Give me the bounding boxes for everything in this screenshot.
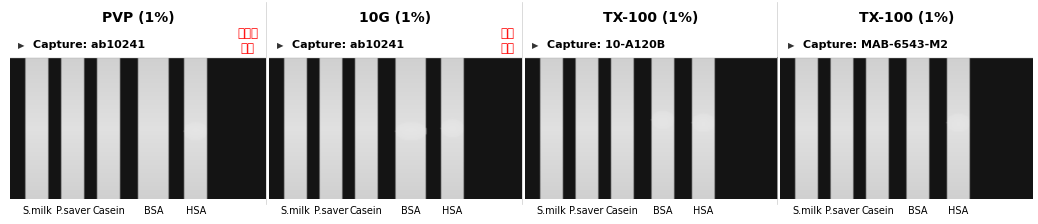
Text: 10G (1%): 10G (1%) — [359, 11, 432, 25]
Text: Capture: ab10241: Capture: ab10241 — [33, 40, 145, 50]
Bar — [269, 32, 521, 58]
Text: S.milk: S.milk — [23, 206, 52, 215]
Text: Capture: MAB-6543-M2: Capture: MAB-6543-M2 — [803, 40, 948, 50]
Text: ▶: ▶ — [277, 41, 283, 50]
Text: Capture: ab10241: Capture: ab10241 — [292, 40, 404, 50]
Text: HSA: HSA — [692, 206, 713, 215]
Text: Casein: Casein — [862, 206, 894, 215]
Text: S.milk: S.milk — [280, 206, 310, 215]
Text: Casein: Casein — [92, 206, 126, 215]
Text: Casein: Casein — [350, 206, 383, 215]
Text: P.saver: P.saver — [56, 206, 90, 215]
Text: P.saver: P.saver — [825, 206, 859, 215]
Text: P.saver: P.saver — [313, 206, 348, 215]
Text: ▶: ▶ — [788, 41, 794, 50]
Text: Capture: 10-A120B: Capture: 10-A120B — [547, 40, 665, 50]
Text: 하단부
걸림: 하단부 걸림 — [238, 27, 258, 55]
Text: ▶: ▶ — [532, 41, 539, 50]
Text: PVP (1%): PVP (1%) — [102, 11, 174, 25]
Text: BSA: BSA — [144, 206, 163, 215]
Text: P.saver: P.saver — [570, 206, 604, 215]
Text: HSA: HSA — [186, 206, 206, 215]
Text: ▶: ▶ — [18, 41, 25, 50]
Bar — [781, 32, 1033, 58]
Bar — [524, 32, 777, 58]
Text: Casein: Casein — [605, 206, 638, 215]
Text: S.milk: S.milk — [537, 206, 566, 215]
Text: HSA: HSA — [442, 206, 462, 215]
Text: TX-100 (1%): TX-100 (1%) — [603, 11, 699, 25]
Text: BSA: BSA — [653, 206, 672, 215]
Text: 밀림
현상: 밀림 현상 — [500, 27, 514, 55]
Text: HSA: HSA — [948, 206, 968, 215]
Text: S.milk: S.milk — [792, 206, 822, 215]
Text: BSA: BSA — [908, 206, 928, 215]
Bar — [10, 32, 266, 58]
Text: TX-100 (1%): TX-100 (1%) — [858, 11, 954, 25]
Text: BSA: BSA — [401, 206, 420, 215]
